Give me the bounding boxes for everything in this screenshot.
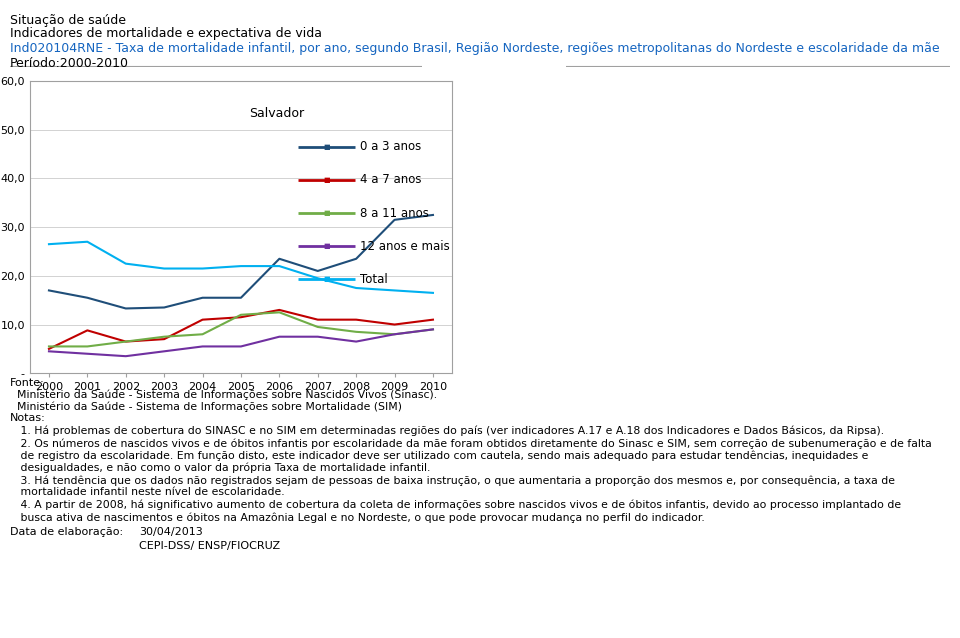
Text: ■: ■ [324,144,329,150]
Text: mortalidade infantil neste nível de escolaridade.: mortalidade infantil neste nível de esco… [10,487,284,498]
Text: Ministério da Saúde - Sistema de Informações sobre Mortalidade (SIM): Ministério da Saúde - Sistema de Informa… [10,401,401,412]
Text: busca ativa de nascimentos e óbitos na Amazônia Legal e no Nordeste, o que pode : busca ativa de nascimentos e óbitos na A… [10,512,705,523]
Text: 0 a 3 anos: 0 a 3 anos [360,140,421,153]
Text: Fonte:: Fonte: [10,378,44,388]
Text: 1. Há problemas de cobertura do SINASC e no SIM em determinadas regiões do país : 1. Há problemas de cobertura do SINASC e… [10,426,884,436]
Text: Situação de saúde: Situação de saúde [10,14,126,27]
Text: desigualdades, e não como o valor da própria Taxa de mortalidade infantil.: desigualdades, e não como o valor da pró… [10,463,430,473]
Text: ■: ■ [324,276,329,283]
Text: Ind020104RNE - Taxa de mortalidade infantil, por ano, segundo Brasil, Região Nor: Ind020104RNE - Taxa de mortalidade infan… [10,42,939,55]
Text: Indicadores de mortalidade e expectativa de vida: Indicadores de mortalidade e expectativa… [10,27,322,40]
Text: 2. Os números de nascidos vivos e de óbitos infantis por escolaridade da mãe for: 2. Os números de nascidos vivos e de óbi… [10,438,931,449]
Text: 4 a 7 anos: 4 a 7 anos [360,174,421,186]
Text: ■: ■ [324,177,329,183]
Text: Total: Total [360,273,388,286]
Text: ■: ■ [324,243,329,249]
Text: 4. A partir de 2008, há significativo aumento de cobertura da coleta de informaç: 4. A partir de 2008, há significativo au… [10,500,900,510]
Text: ■: ■ [324,210,329,216]
Text: 12 anos e mais: 12 anos e mais [360,240,449,253]
Text: Data de elaboração:: Data de elaboração: [10,527,123,537]
Text: Período:2000-2010: Período:2000-2010 [10,57,129,70]
Text: 30/04/2013: 30/04/2013 [139,527,203,537]
Text: 3. Há tendência que os dados não registrados sejam de pessoas de baixa instrução: 3. Há tendência que os dados não registr… [10,475,895,486]
Text: de registro da escolaridade. Em função disto, este indicador deve ser utilizado : de registro da escolaridade. Em função d… [10,450,868,461]
Text: CEPI-DSS/ ENSP/FIOCRUZ: CEPI-DSS/ ENSP/FIOCRUZ [139,541,280,551]
Text: Ministério da Saúde - Sistema de Informações sobre Nascidos Vivos (Sinasc).: Ministério da Saúde - Sistema de Informa… [10,389,437,400]
Text: Notas:: Notas: [10,413,45,422]
Text: Salvador: Salvador [250,107,304,121]
Text: 8 a 11 anos: 8 a 11 anos [360,207,429,219]
